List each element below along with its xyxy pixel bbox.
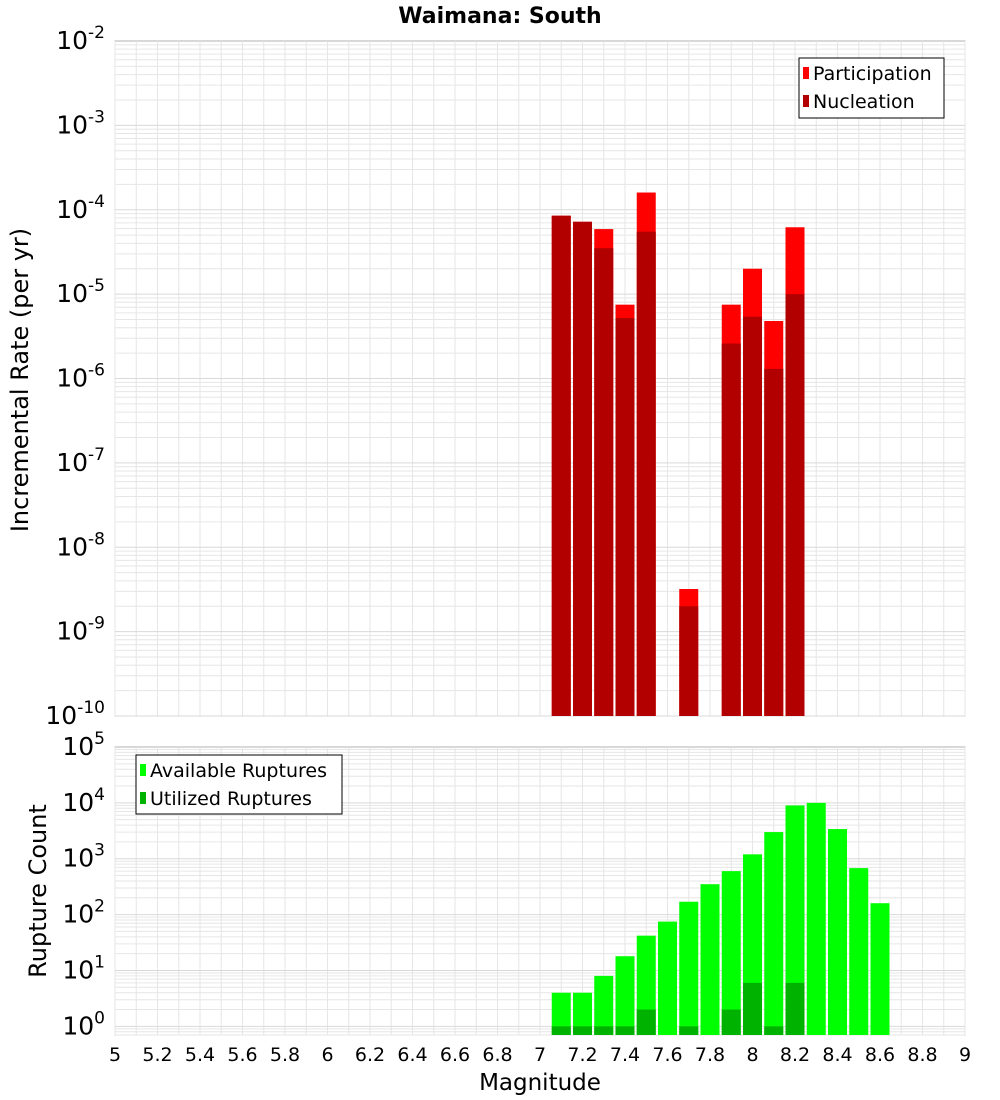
legend-swatch-participation <box>803 67 809 79</box>
x-tick-labels: 5 5.2 5.4 5.6 5.8 6 6.2 6.4 6.6 6.8 7 7.2 7.4 7.6 7.8 8… <box>109 1044 971 1066</box>
top-y-tick-labels: 10-10 10-9 10-8 10-7 10-6 10-5 10-4 10-3 10-2 <box>45 23 105 730</box>
top-legend: Participation Nucleation <box>798 57 945 119</box>
bottom-y-tick-labels: 100 101 102 103 104 105 <box>62 729 105 1040</box>
nucleation-bar <box>743 316 762 716</box>
nucleation-bar <box>615 318 635 716</box>
legend-label-nucleation: Nucleation <box>813 91 915 113</box>
available-ruptures-bar <box>721 871 741 1035</box>
top-y-tick-label: 10-4 <box>56 192 105 224</box>
bottom-y-tick-label: 102 <box>62 897 105 929</box>
available-ruptures-bar <box>679 901 699 1035</box>
x-axis-label: Magnitude <box>479 1070 601 1096</box>
x-tick-label: 7 <box>534 1044 546 1066</box>
legend-swatch-utilized <box>140 792 146 804</box>
available-ruptures-bar <box>594 975 614 1035</box>
top-panel: 10-10 10-9 10-8 10-7 10-6 10-5 10-4 10-3 10-2 In… <box>6 23 966 730</box>
bottom-y-tick-label: 104 <box>62 785 105 817</box>
utilized-ruptures-bar <box>551 1026 571 1035</box>
nucleation-bar <box>679 606 699 716</box>
x-tick-label: 6.8 <box>482 1044 512 1066</box>
available-ruptures-bar <box>849 868 869 1035</box>
x-tick-label: 8.4 <box>822 1044 852 1066</box>
bottom-y-tick-label: 101 <box>62 952 105 984</box>
x-tick-label: 9 <box>959 1044 971 1066</box>
bottom-panel: 100 101 102 103 104 105 Rupture Count Availab… <box>24 729 966 1040</box>
x-tick-label: 7.6 <box>652 1044 682 1066</box>
utilized-ruptures-bar <box>743 982 762 1035</box>
utilized-ruptures-bar <box>615 1026 635 1035</box>
available-ruptures-bar <box>551 992 571 1035</box>
bottom-legend-box <box>135 754 343 815</box>
top-y-tick-label: 10-2 <box>56 23 105 55</box>
x-tick-label: 5 <box>109 1044 121 1066</box>
bottom-y-tick-label: 103 <box>62 841 105 873</box>
x-tick-label: 6 <box>321 1044 333 1066</box>
x-tick-label: 7.4 <box>610 1044 640 1066</box>
utilized-ruptures-bar <box>721 1009 741 1035</box>
x-tick-label: 5.4 <box>185 1044 215 1066</box>
nucleation-bar <box>551 215 571 717</box>
nucleation-bar <box>594 248 614 717</box>
available-ruptures-bar <box>658 921 677 1035</box>
bottom-y-axis-label: Rupture Count <box>24 804 52 978</box>
bottom-legend: Available Ruptures Utilized Ruptures <box>135 754 343 815</box>
available-ruptures-bar <box>615 956 635 1035</box>
utilized-ruptures-bar <box>636 1009 656 1035</box>
nucleation-bar <box>785 294 805 716</box>
utilized-ruptures-bar <box>785 982 805 1035</box>
nucleation-bar <box>636 231 656 716</box>
utilized-ruptures-bar <box>573 1026 592 1035</box>
top-bars <box>551 192 805 717</box>
available-ruptures-bar <box>870 903 890 1035</box>
bottom-y-tick-label: 105 <box>62 729 105 761</box>
utilized-ruptures-bar <box>594 1026 614 1035</box>
legend-label-available: Available Ruptures <box>150 760 327 782</box>
top-y-tick-label: 10-9 <box>56 614 105 646</box>
nucleation-bar <box>764 368 784 716</box>
x-tick-label: 8.6 <box>865 1044 895 1066</box>
x-tick-label: 5.6 <box>227 1044 257 1066</box>
x-tick-label: 5.8 <box>270 1044 300 1066</box>
x-tick-label: 6.4 <box>397 1044 427 1066</box>
top-legend-box <box>798 57 945 119</box>
x-tick-label: 8.8 <box>907 1044 937 1066</box>
top-y-tick-label: 10-10 <box>45 698 105 730</box>
available-ruptures-bar <box>828 829 847 1035</box>
x-tick-label: 8.2 <box>780 1044 810 1066</box>
top-gridlines <box>114 41 966 717</box>
x-tick-label: 6.2 <box>355 1044 385 1066</box>
available-ruptures-bar <box>764 832 784 1035</box>
nucleation-bar <box>573 221 592 716</box>
bottom-y-tick-label: 100 <box>62 1008 105 1040</box>
available-ruptures-bar <box>700 884 720 1035</box>
x-tick-label: 6.6 <box>440 1044 470 1066</box>
legend-label-participation: Participation <box>813 63 932 85</box>
available-ruptures-bar <box>573 992 592 1035</box>
chart-title: Waimana: South <box>398 4 601 29</box>
legend-swatch-available <box>140 764 146 776</box>
x-tick-label: 7.2 <box>567 1044 597 1066</box>
top-y-tick-label: 10-3 <box>56 107 105 139</box>
x-tick-label: 8 <box>746 1044 758 1066</box>
legend-label-utilized: Utilized Ruptures <box>150 788 312 810</box>
x-tick-label: 7.8 <box>695 1044 725 1066</box>
bottom-bars <box>551 802 890 1035</box>
legend-swatch-nucleation <box>803 95 809 107</box>
utilized-ruptures-bar <box>679 1026 699 1035</box>
top-y-axis-label: Incremental Rate (per yr) <box>6 228 34 532</box>
nucleation-bar <box>721 343 741 716</box>
top-y-tick-label: 10-8 <box>56 529 105 561</box>
x-tick-label: 5.2 <box>142 1044 172 1066</box>
top-y-tick-label: 10-5 <box>56 276 105 308</box>
top-y-tick-label: 10-6 <box>56 361 105 393</box>
top-y-tick-label: 10-7 <box>56 445 105 477</box>
available-ruptures-bar <box>806 802 826 1035</box>
utilized-ruptures-bar <box>764 1026 784 1035</box>
available-ruptures-bar <box>785 805 805 1035</box>
